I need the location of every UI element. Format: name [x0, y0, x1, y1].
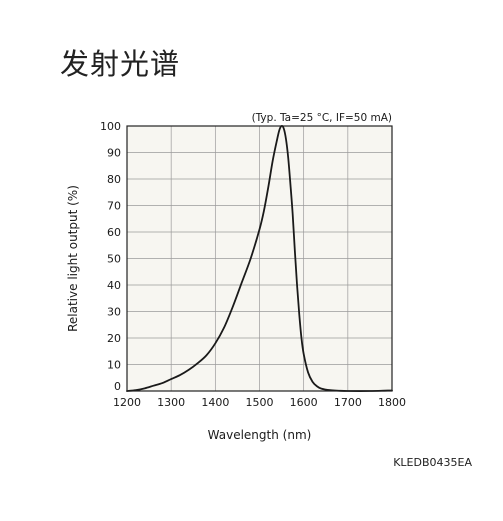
x-tick-labels: 1200 1300 1400 1500 1600 1700 1800 [113, 396, 406, 409]
x-tick-label: 1700 [334, 396, 362, 409]
x-tick-label: 1400 [201, 396, 229, 409]
y-tick-label: 40 [107, 279, 121, 292]
x-tick-label: 1200 [113, 396, 141, 409]
y-axis-label: Relative light output (%) [66, 185, 80, 332]
y-tick-label: 100 [100, 120, 121, 133]
y-tick-label: 60 [107, 226, 121, 239]
x-tick-label: 1500 [246, 396, 274, 409]
spectrum-curve [126, 125, 393, 392]
x-axis-label: Wavelength (nm) [208, 428, 312, 442]
document-code: KLEDB0435EA [393, 456, 472, 469]
y-tick-label: 0 [114, 380, 121, 393]
y-tick-label: 80 [107, 173, 121, 186]
plot-frame [126, 125, 393, 392]
page-title: 发射光谱 [60, 47, 181, 81]
y-tick-label: 70 [107, 200, 121, 213]
y-tick-label: 20 [107, 332, 121, 345]
y-tick-label: 90 [107, 147, 121, 160]
x-tick-label: 1600 [290, 396, 318, 409]
y-tick-label: 10 [107, 359, 121, 372]
condition-note: (Typ. Ta=25 °C, IF=50 mA) [252, 112, 392, 124]
y-tick-label: 30 [107, 306, 121, 319]
y-tick-labels: 0 10 20 30 40 50 60 70 80 90 100 [100, 120, 121, 393]
x-tick-label: 1300 [157, 396, 185, 409]
y-tick-label: 50 [107, 253, 121, 266]
x-tick-label: 1800 [378, 396, 406, 409]
